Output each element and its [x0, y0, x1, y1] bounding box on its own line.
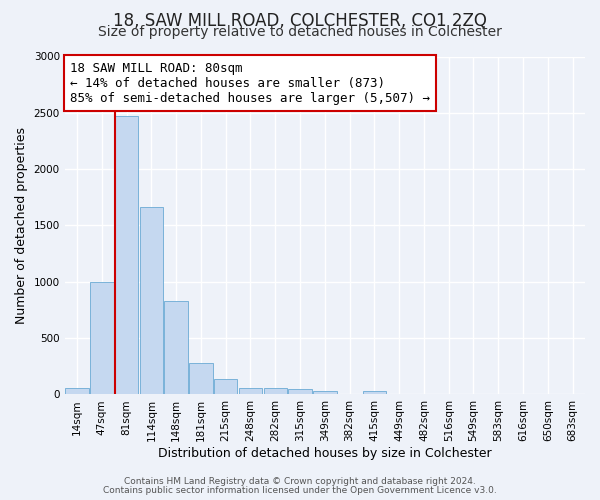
Bar — [65, 388, 89, 394]
Bar — [362, 391, 386, 394]
Bar — [164, 301, 188, 394]
Y-axis label: Number of detached properties: Number of detached properties — [15, 127, 28, 324]
X-axis label: Distribution of detached houses by size in Colchester: Distribution of detached houses by size … — [158, 447, 491, 460]
Text: 18, SAW MILL ROAD, COLCHESTER, CO1 2ZQ: 18, SAW MILL ROAD, COLCHESTER, CO1 2ZQ — [113, 12, 487, 30]
Bar — [263, 388, 287, 394]
Bar — [140, 208, 163, 394]
Text: 18 SAW MILL ROAD: 80sqm
← 14% of detached houses are smaller (873)
85% of semi-d: 18 SAW MILL ROAD: 80sqm ← 14% of detache… — [70, 62, 430, 104]
Bar — [214, 378, 238, 394]
Bar — [90, 282, 113, 395]
Text: Contains public sector information licensed under the Open Government Licence v3: Contains public sector information licen… — [103, 486, 497, 495]
Bar — [239, 388, 262, 394]
Bar — [288, 389, 312, 394]
Bar — [189, 363, 213, 394]
Bar — [115, 116, 139, 394]
Bar — [313, 391, 337, 394]
Text: Size of property relative to detached houses in Colchester: Size of property relative to detached ho… — [98, 25, 502, 39]
Text: Contains HM Land Registry data © Crown copyright and database right 2024.: Contains HM Land Registry data © Crown c… — [124, 477, 476, 486]
